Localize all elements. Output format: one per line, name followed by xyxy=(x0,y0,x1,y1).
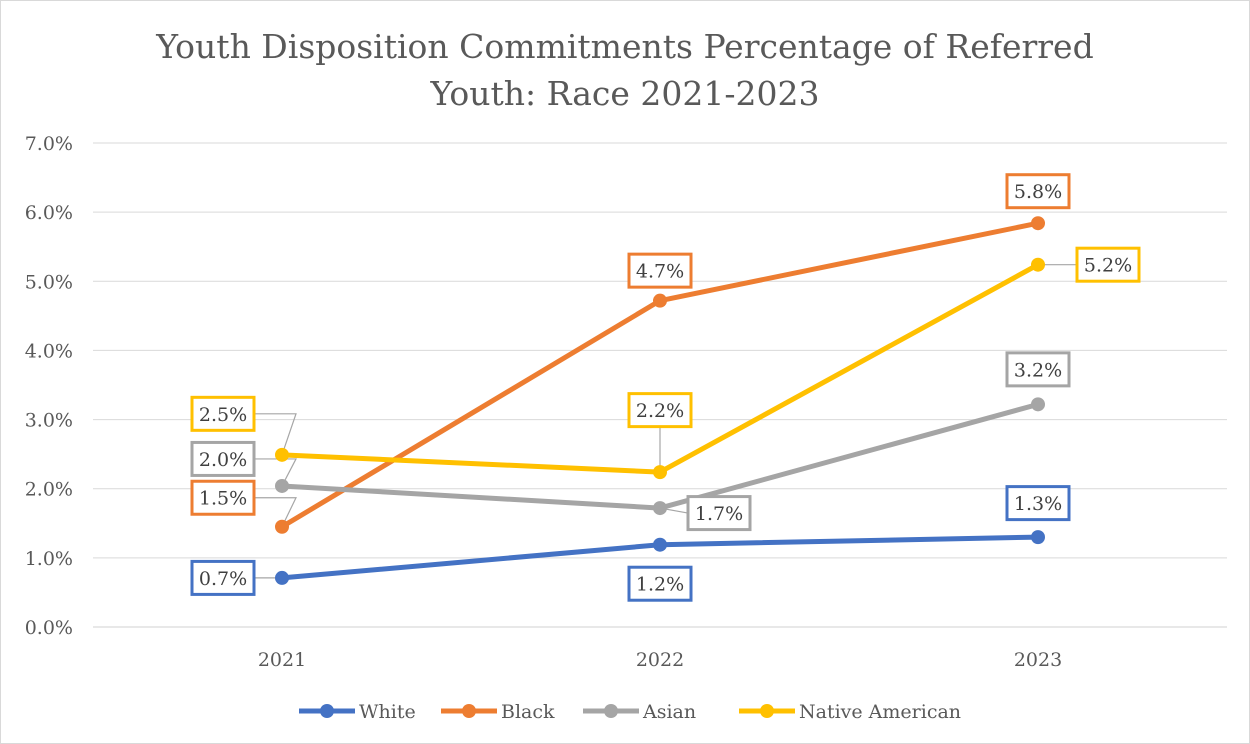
data-label: 1.7% xyxy=(695,503,743,525)
data-label-box xyxy=(686,495,752,532)
data-point xyxy=(1031,530,1045,545)
chart-title-line-2: Youth: Race 2021-2023 xyxy=(430,74,820,113)
legend-swatch-marker xyxy=(320,704,334,718)
data-label-box xyxy=(190,395,256,432)
data-label: 4.7% xyxy=(636,261,684,283)
data-point xyxy=(1031,216,1045,231)
data-label: 0.7% xyxy=(199,568,247,590)
y-tick-label: 2.0% xyxy=(25,479,73,501)
data-label-box xyxy=(1005,351,1071,388)
data-label-box xyxy=(190,440,256,477)
data-label-box xyxy=(1005,485,1071,522)
data-label: 1.5% xyxy=(199,488,247,510)
data-point xyxy=(653,465,667,480)
legend-label: Native American xyxy=(799,701,961,723)
data-label: 1.3% xyxy=(1014,493,1062,515)
y-axis-ticks: 0.0% 1.0% 2.0% 3.0% 4.0% 5.0% 6.0% 7.0% xyxy=(25,133,73,639)
x-tick-label: 2021 xyxy=(258,649,306,671)
data-point xyxy=(653,537,667,552)
chart-title-line-1: Youth Disposition Commitments Percentage… xyxy=(156,27,1094,66)
data-point xyxy=(275,570,289,585)
data-label-box xyxy=(190,479,256,516)
legend-label: Asian xyxy=(642,701,696,723)
data-label-box xyxy=(1005,173,1071,210)
label-leader-line xyxy=(254,413,297,456)
legend-label: White xyxy=(359,701,416,723)
legend: White Black Asian Native American xyxy=(299,701,961,723)
data-label: 2.5% xyxy=(199,404,247,426)
data-label-box xyxy=(190,559,256,596)
legend-swatch-marker xyxy=(760,704,774,718)
x-tick-label: 2023 xyxy=(1014,649,1062,671)
data-label: 2.0% xyxy=(199,449,247,471)
data-point xyxy=(653,501,667,516)
label-leader-line xyxy=(254,458,297,487)
data-point xyxy=(275,447,289,462)
data-label-box xyxy=(627,565,693,602)
x-tick-label: 2022 xyxy=(636,649,684,671)
legend-swatch-marker xyxy=(462,704,476,718)
data-label: 2.2% xyxy=(636,400,684,422)
data-label-box xyxy=(1075,246,1141,283)
x-axis-ticks: 2021 2022 2023 xyxy=(258,649,1062,671)
y-tick-label: 3.0% xyxy=(25,410,73,432)
chart-title: Youth Disposition Commitments Percentage… xyxy=(1,23,1249,117)
data-point xyxy=(1031,397,1045,412)
y-tick-label: 7.0% xyxy=(25,133,73,155)
data-label-box xyxy=(627,252,693,289)
data-point xyxy=(1031,257,1045,272)
series-points xyxy=(275,216,1045,585)
y-tick-label: 0.0% xyxy=(25,617,73,639)
data-point xyxy=(653,293,667,308)
data-point xyxy=(275,519,289,534)
y-tick-label: 6.0% xyxy=(25,202,73,224)
data-label: 3.2% xyxy=(1014,359,1062,381)
y-tick-label: 5.0% xyxy=(25,271,73,293)
data-label: 5.8% xyxy=(1014,181,1062,203)
data-labels: 0.7% 1.2% 1.3% 1.5% 4.7% 5.8% 2.0% 1.7% 3.2% 2.5%… xyxy=(190,173,1141,602)
data-point xyxy=(275,478,289,493)
data-label: 1.2% xyxy=(636,574,684,596)
legend-swatch-marker xyxy=(604,704,618,718)
data-label-box xyxy=(627,392,693,429)
y-tick-label: 1.0% xyxy=(25,548,73,570)
legend-label: Black xyxy=(501,701,555,723)
y-tick-label: 4.0% xyxy=(25,340,73,362)
data-label: 5.2% xyxy=(1084,255,1132,277)
label-leader-line xyxy=(254,497,297,528)
gridlines xyxy=(93,142,1227,628)
